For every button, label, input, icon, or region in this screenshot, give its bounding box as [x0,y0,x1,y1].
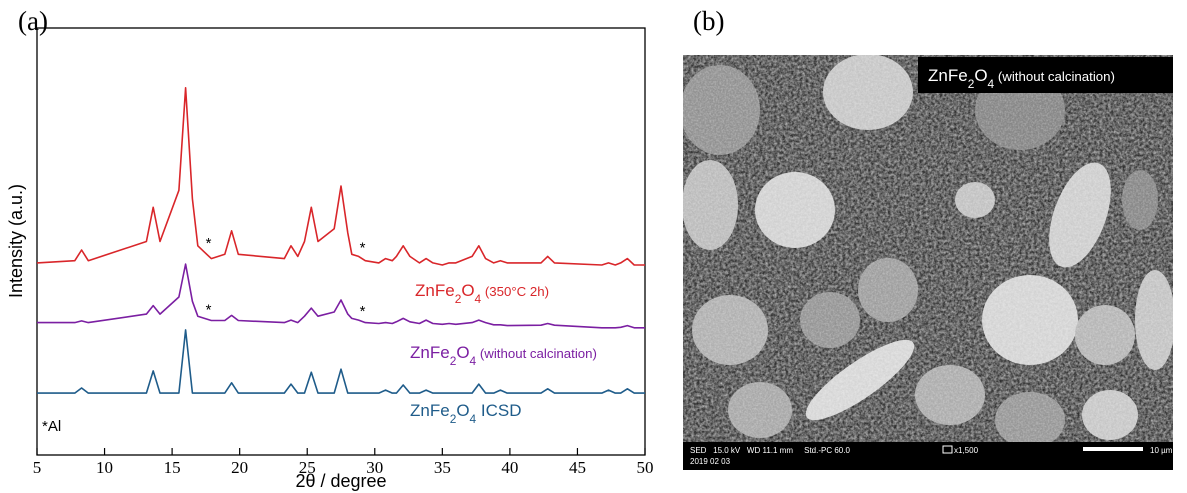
x-tick-label: 40 [501,458,518,477]
x-tick-label: 5 [33,458,42,477]
series-label: ZnFe2O4 (350°C 2h) [415,281,549,306]
x-tick-label: 50 [637,458,654,477]
annotation: * [360,303,366,320]
data-line [37,264,645,328]
series-label: ZnFe2O4 ICSD [410,401,522,426]
x-tick-label: 20 [231,458,248,477]
scale-bar-label: 10 µm [1150,446,1173,455]
panel-label: (a) [18,6,48,36]
panel-label: (b) [693,6,724,36]
scale-bar [1083,447,1143,451]
sem-magnification: x1,500 [954,446,979,455]
data-line [37,330,645,393]
annotation: * [360,239,366,256]
x-tick-label: 35 [434,458,451,477]
x-tick-label: 45 [569,458,586,477]
sem-image [680,54,1175,470]
data-line [37,88,645,265]
annotation: * [206,235,212,252]
figure: (a) 5101520253035404550ZnFe2O4 (350°C 2h… [0,0,1187,493]
sem-date: 2019 02 03 [690,457,731,466]
x-axis-title: 2θ / degree [295,471,386,491]
x-tick-label: 15 [164,458,181,477]
sem-info: SED 15.0 kV WD 11.1 mm Std.-PC 60.0 [690,446,850,455]
series-label: ZnFe2O4 (without calcination) [410,343,597,368]
note: *Al [42,418,61,435]
y-axis-title: Intensity (a.u.) [6,184,26,298]
x-tick-label: 10 [96,458,113,477]
annotation: * [206,301,212,318]
plot-frame [37,28,645,455]
